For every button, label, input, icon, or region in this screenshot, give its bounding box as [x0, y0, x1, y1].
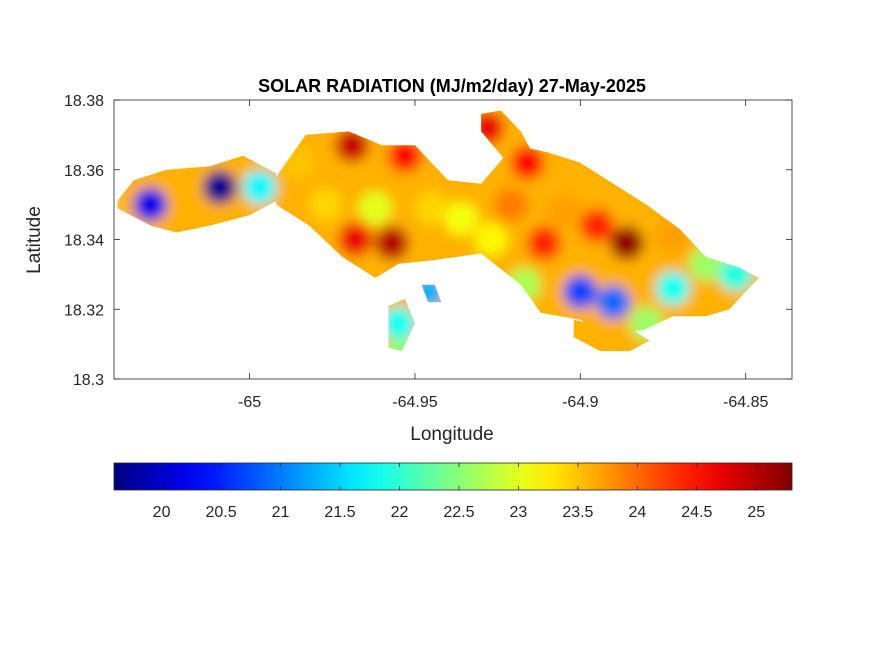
- radiation-cell: [374, 226, 409, 260]
- y-tick-label: 18.38: [64, 93, 104, 110]
- colorbar-ticks: 20 20.5 21 21.5 22 22.5 23 23.5 24 24.5 25: [153, 463, 765, 521]
- y-tick-label: 18.3: [73, 372, 104, 389]
- colorbar: [114, 463, 792, 490]
- radiation-cell: [444, 201, 479, 236]
- x-axis: -65 -64.95 -64.9 -64.85: [238, 100, 768, 411]
- colorbar-tick-label: 21: [272, 504, 290, 521]
- radiation-cell: [563, 274, 598, 309]
- colorbar-tick-label: 25: [747, 504, 765, 521]
- colorbar-tick-label: 20: [153, 504, 171, 521]
- radiation-cell: [609, 226, 644, 260]
- colorbar-tick-label: 24: [628, 504, 646, 521]
- radiation-cell: [414, 191, 449, 226]
- radiation-cell: [655, 271, 690, 306]
- radiation-cell: [381, 306, 416, 341]
- colorbar-tick-label: 23.5: [562, 504, 593, 521]
- y-tick-label: 18.32: [64, 302, 104, 319]
- colorbar-tick-label: 20.5: [205, 504, 236, 521]
- x-tick-label: -64.85: [723, 394, 768, 411]
- colorbar-frame: [113, 462, 793, 491]
- radiation-cell: [493, 187, 528, 222]
- chart-title: SOLAR RADIATION (MJ/m2/day) 27-May-2025: [258, 76, 646, 96]
- y-axis: 18.3 18.32 18.34 18.36 18.38: [64, 93, 792, 389]
- y-tick-label: 18.34: [64, 233, 104, 250]
- x-tick-label: -64.9: [562, 394, 599, 411]
- radiation-cell: [242, 170, 277, 205]
- y-tick-label: 18.36: [64, 163, 104, 180]
- x-tick-label: -64.95: [392, 394, 437, 411]
- colorbar-tick-label: 22.5: [443, 504, 474, 521]
- radiation-cell: [358, 191, 393, 226]
- radiation-cell: [388, 138, 422, 173]
- y-axis-label: Latitude: [24, 206, 45, 274]
- radiation-cell: [510, 145, 545, 180]
- radiation-cell: [133, 187, 168, 222]
- radiation-cell: [335, 128, 370, 163]
- radiation-cell: [546, 194, 581, 229]
- colorbar-tick-label: 24.5: [681, 504, 712, 521]
- x-tick-label: -65: [238, 394, 261, 411]
- radiation-cell: [308, 187, 343, 222]
- radiation-cell: [596, 285, 631, 320]
- radiation-cell: [527, 226, 561, 260]
- radiation-cell: [202, 170, 237, 205]
- radiation-cell: [474, 222, 508, 257]
- x-axis-label: Longitude: [410, 424, 493, 445]
- radiation-cell: [338, 222, 373, 257]
- colorbar-tick-label: 22: [391, 504, 409, 521]
- colorbar-tick-label: 23: [510, 504, 528, 521]
- radiation-cell: [579, 208, 614, 243]
- colorbar-tick-label: 21.5: [324, 504, 355, 521]
